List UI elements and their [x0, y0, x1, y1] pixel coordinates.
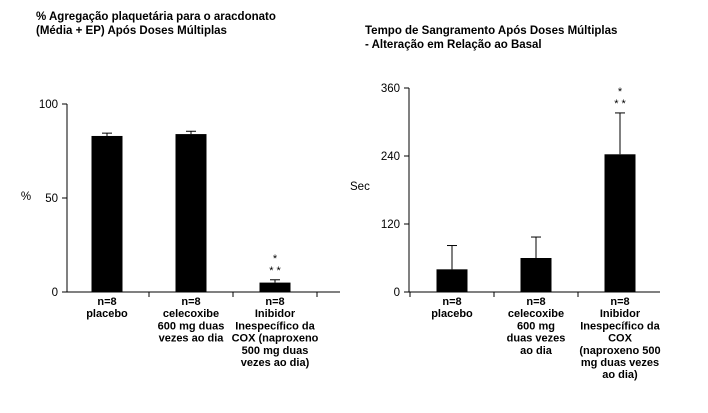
- x-category-label-line: ao dia): [602, 369, 638, 381]
- bar: [604, 154, 636, 292]
- x-category-label-line: vezes ao dia: [159, 333, 225, 345]
- x-category-label: n=8 placebo: [431, 296, 473, 320]
- x-category-label-line: COX (naproxeno: [232, 333, 319, 345]
- y-axis-label: Sec: [350, 181, 370, 193]
- y-tick-label: 50: [45, 193, 58, 205]
- x-category-label-line: Inibidor: [255, 308, 296, 320]
- bar: [91, 135, 123, 292]
- chart-title: % Agregação plaquetária para o aracdonat…: [36, 11, 276, 37]
- bar: [259, 282, 291, 292]
- x-category-label: n=8 Inibidor Inespecífico da COX (naproxeno…: [232, 296, 319, 369]
- x-category-label-line: (naproxeno 500: [579, 345, 660, 357]
- x-category-label-line: Inespecífico da: [580, 320, 660, 332]
- x-category-label: n=8 Inibidor Inespecífico da COX (naproxeno …: [579, 296, 660, 381]
- x-category-label-line: n=8: [265, 296, 284, 308]
- x-category-label-line: 600 mg: [517, 320, 555, 332]
- y-axis-label: %: [21, 191, 31, 203]
- chart-title-line: - Alteração em Relação ao Basal: [365, 39, 542, 51]
- x-category-label-line: 600 mg duas: [158, 320, 225, 332]
- chart-title-line: (Média + EP) Após Doses Múltiplas: [36, 25, 227, 37]
- x-category-label-line: vezes ao dia): [241, 357, 310, 369]
- x-category-label-line: n=8: [442, 296, 461, 308]
- x-category-label-line: placebo: [86, 308, 128, 320]
- x-category-label-line: celecoxibe: [508, 308, 564, 320]
- x-category-label-line: n=8: [97, 296, 116, 308]
- chart-title-line: % Agregação plaquetária para o aracdonat…: [36, 11, 276, 23]
- bar: [520, 258, 552, 292]
- chart-title: Tempo de Sangramento Após Doses Múltipla…: [365, 25, 617, 51]
- y-tick-label: 0: [394, 287, 400, 299]
- x-category-label-line: Inibidor: [600, 308, 641, 320]
- x-category-label-line: placebo: [431, 308, 473, 320]
- y-tick-label: 360: [381, 83, 400, 95]
- x-category-label-line: n=8: [610, 296, 629, 308]
- x-category-label-line: ao dia: [520, 345, 553, 357]
- x-category-label-line: 500 mg duas: [242, 345, 309, 357]
- x-category-label-line: n=8: [181, 296, 200, 308]
- chart-1: % Agregação plaquetária para o aracdonat…: [21, 11, 340, 369]
- y-tick-label: 120: [381, 219, 400, 231]
- significance-marker: *: [618, 86, 623, 98]
- significance-marker: * *: [614, 98, 626, 110]
- bar: [175, 134, 207, 292]
- x-category-label-line: n=8: [526, 296, 545, 308]
- y-tick-label: 240: [381, 151, 400, 163]
- x-category-label: n=8 placebo: [86, 296, 128, 320]
- x-category-label-line: celecoxibe: [163, 308, 219, 320]
- x-category-label: n=8 celecoxibe 600 mg duas vezes ao dia: [507, 296, 566, 357]
- significance-marker: * *: [269, 265, 281, 277]
- x-category-label-line: COX: [608, 333, 633, 345]
- chart-2: Tempo de Sangramento Após Doses Múltipla…: [350, 25, 661, 381]
- x-category-label: n=8 celecoxibe 600 mg duas vezes ao dia: [158, 296, 225, 345]
- chart-title-line: Tempo de Sangramento Após Doses Múltipla…: [365, 25, 617, 37]
- x-category-label-line: duas vezes: [507, 333, 566, 345]
- x-category-label-line: Inespecífico da: [235, 320, 315, 332]
- y-tick-label: 100: [39, 99, 58, 111]
- y-tick-label: 0: [52, 287, 58, 299]
- bar: [436, 269, 468, 292]
- significance-marker: *: [273, 253, 278, 265]
- x-category-label-line: mg duas vezes: [581, 357, 659, 369]
